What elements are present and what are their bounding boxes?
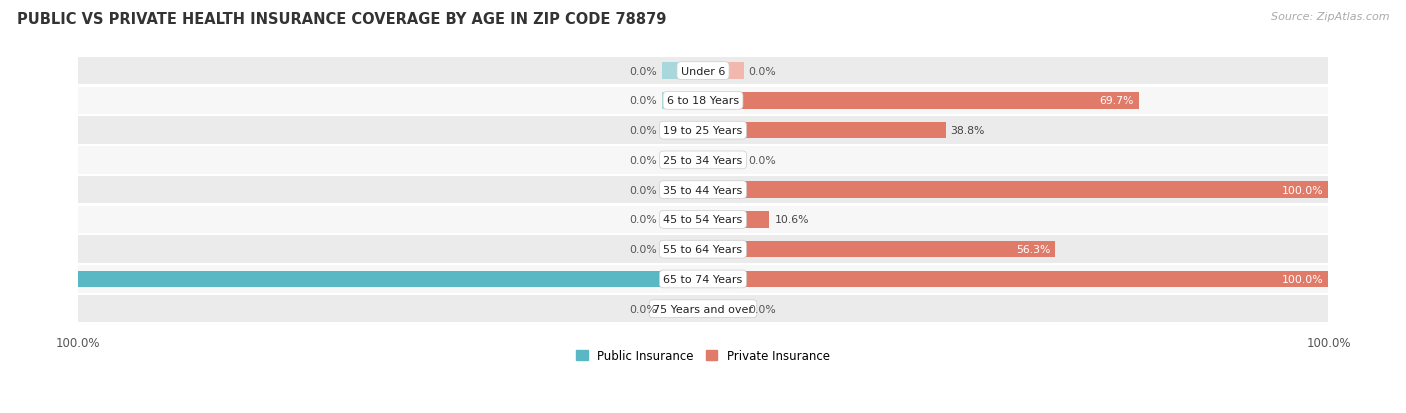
- Bar: [703, 182, 1329, 198]
- Bar: [662, 301, 703, 317]
- Text: Under 6: Under 6: [681, 66, 725, 76]
- Text: 0.0%: 0.0%: [630, 215, 658, 225]
- Bar: [703, 271, 1329, 287]
- Bar: [77, 117, 1329, 145]
- Text: 0.0%: 0.0%: [630, 156, 658, 166]
- Bar: [703, 242, 1054, 258]
- Legend: Public Insurance, Private Insurance: Public Insurance, Private Insurance: [571, 344, 835, 367]
- Bar: [662, 63, 703, 80]
- Bar: [662, 152, 703, 169]
- Text: 6 to 18 Years: 6 to 18 Years: [666, 96, 740, 106]
- Text: 0.0%: 0.0%: [630, 244, 658, 254]
- Bar: [662, 182, 703, 198]
- Text: 0.0%: 0.0%: [630, 126, 658, 136]
- Text: Source: ZipAtlas.com: Source: ZipAtlas.com: [1271, 12, 1389, 22]
- Bar: [77, 295, 1329, 323]
- Bar: [77, 236, 1329, 263]
- Bar: [662, 212, 703, 228]
- Text: 55 to 64 Years: 55 to 64 Years: [664, 244, 742, 254]
- Bar: [703, 63, 744, 80]
- Text: 0.0%: 0.0%: [748, 66, 776, 76]
- Text: 0.0%: 0.0%: [630, 66, 658, 76]
- Bar: [703, 152, 744, 169]
- Text: 38.8%: 38.8%: [950, 126, 986, 136]
- Text: 69.7%: 69.7%: [1099, 96, 1133, 106]
- Text: 0.0%: 0.0%: [630, 185, 658, 195]
- Text: PUBLIC VS PRIVATE HEALTH INSURANCE COVERAGE BY AGE IN ZIP CODE 78879: PUBLIC VS PRIVATE HEALTH INSURANCE COVER…: [17, 12, 666, 27]
- Bar: [77, 58, 1329, 85]
- Bar: [77, 88, 1329, 115]
- Bar: [77, 147, 1329, 174]
- Text: 100.0%: 100.0%: [1282, 185, 1323, 195]
- Text: 0.0%: 0.0%: [748, 156, 776, 166]
- Bar: [662, 242, 703, 258]
- Text: 56.3%: 56.3%: [1015, 244, 1050, 254]
- Bar: [703, 93, 1139, 109]
- Text: 45 to 54 Years: 45 to 54 Years: [664, 215, 742, 225]
- Bar: [77, 271, 703, 287]
- Text: 10.6%: 10.6%: [775, 215, 808, 225]
- Text: 25 to 34 Years: 25 to 34 Years: [664, 156, 742, 166]
- Bar: [662, 123, 703, 139]
- Text: 19 to 25 Years: 19 to 25 Years: [664, 126, 742, 136]
- Text: 0.0%: 0.0%: [748, 304, 776, 314]
- Bar: [662, 93, 703, 109]
- Bar: [703, 123, 946, 139]
- Text: 35 to 44 Years: 35 to 44 Years: [664, 185, 742, 195]
- Text: 0.0%: 0.0%: [630, 304, 658, 314]
- Text: 100.0%: 100.0%: [1282, 274, 1323, 284]
- Bar: [703, 212, 769, 228]
- Text: 75 Years and over: 75 Years and over: [652, 304, 754, 314]
- Text: 100.0%: 100.0%: [31, 274, 73, 284]
- Bar: [77, 176, 1329, 204]
- Bar: [77, 206, 1329, 233]
- Text: 65 to 74 Years: 65 to 74 Years: [664, 274, 742, 284]
- Bar: [77, 266, 1329, 293]
- Bar: [703, 301, 744, 317]
- Text: 0.0%: 0.0%: [630, 96, 658, 106]
